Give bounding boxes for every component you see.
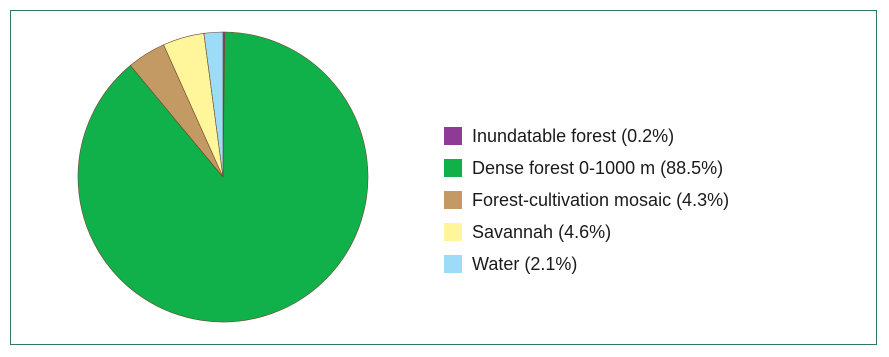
legend-label: Water (2.1%) — [472, 253, 578, 274]
legend-item: Inundatable forest (0.2%) — [444, 120, 729, 152]
legend-label: Forest-cultivation mosaic (4.3%) — [472, 189, 730, 210]
chart-frame: Inundatable forest (0.2%) Dense forest 0-… — [10, 10, 877, 345]
legend-swatch — [444, 223, 462, 241]
legend-swatch — [444, 191, 462, 209]
legend-label: Dense forest 0-1000 m (88.5%) — [472, 157, 724, 178]
legend-label: Savannah (4.6%) — [472, 221, 612, 242]
pie-chart — [77, 31, 369, 323]
legend-item: Water (2.1%) — [444, 248, 729, 280]
legend: Inundatable forest (0.2%) Dense forest 0-… — [444, 120, 729, 280]
legend-item: Savannah (4.6%) — [444, 216, 729, 248]
legend-swatch — [444, 127, 462, 145]
legend-swatch — [444, 159, 462, 177]
legend-swatch — [444, 255, 462, 273]
pie-slice-dense-forest-0-1000-m — [77, 31, 369, 323]
legend-item: Dense forest 0-1000 m (88.5%) — [444, 152, 729, 184]
pie-slice-water — [203, 31, 224, 178]
legend-label: Inundatable forest (0.2%) — [472, 125, 675, 146]
legend-item: Forest-cultivation mosaic (4.3%) — [444, 184, 729, 216]
